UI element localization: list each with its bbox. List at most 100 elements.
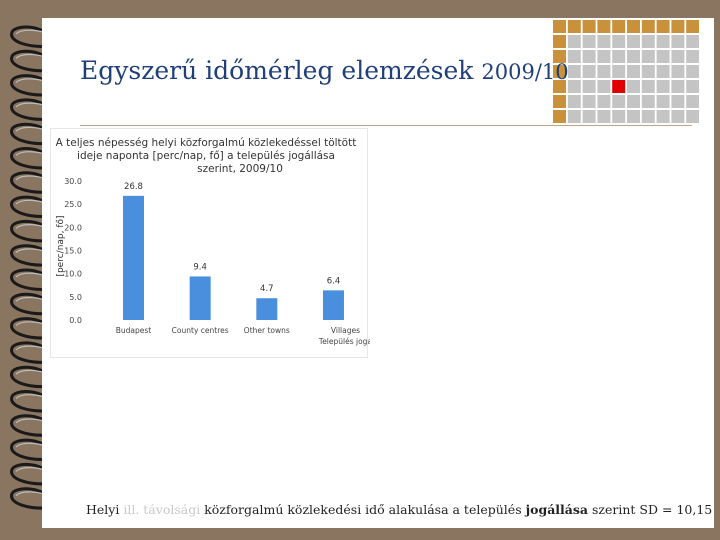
grid-cell bbox=[597, 95, 611, 108]
decorative-grid bbox=[553, 20, 699, 123]
grid-cell bbox=[641, 65, 655, 78]
grid-cell bbox=[582, 20, 596, 33]
y-tick-label: 30.0 bbox=[64, 177, 82, 186]
grid-cell bbox=[612, 50, 626, 63]
grid-cell bbox=[553, 80, 566, 93]
grid-cell bbox=[567, 110, 581, 123]
grid-cell bbox=[686, 110, 699, 123]
grid-cell bbox=[671, 50, 685, 63]
grid-cell bbox=[597, 65, 611, 78]
y-tick-label: 10.0 bbox=[64, 270, 82, 279]
data-label: 26.8 bbox=[124, 182, 143, 192]
grid-cell bbox=[597, 35, 611, 48]
grid-cell bbox=[567, 65, 581, 78]
grid-cell bbox=[641, 95, 655, 108]
grid-cell bbox=[671, 80, 685, 93]
grid-cell bbox=[641, 80, 655, 93]
grid-cell bbox=[582, 35, 596, 48]
grid-cell bbox=[686, 95, 699, 108]
caption-part-4: jogállása bbox=[525, 502, 589, 517]
grid-cell bbox=[627, 95, 640, 108]
grid-cell bbox=[686, 35, 699, 48]
grid-cell bbox=[656, 35, 670, 48]
y-axis-label: [perc/nap, fő] bbox=[56, 215, 66, 276]
data-label: 9.4 bbox=[193, 262, 207, 272]
caption-part-3: közforgalmú közlekedési idő alakulása a … bbox=[204, 502, 522, 517]
grid-cell bbox=[686, 80, 699, 93]
bar bbox=[322, 290, 344, 320]
grid-cell bbox=[656, 20, 670, 33]
title-text: Egyszerű időmérleg elemzések bbox=[80, 56, 474, 85]
grid-cell bbox=[597, 80, 611, 93]
grid-cell bbox=[671, 110, 685, 123]
bar-chart: A teljes népesség helyi közforgalmú közl… bbox=[50, 128, 370, 358]
grid-cell bbox=[597, 110, 611, 123]
grid-cell bbox=[612, 20, 626, 33]
y-tick-label: 25.0 bbox=[64, 200, 82, 209]
x-tick-label: Budapest bbox=[116, 326, 152, 335]
y-tick-label: 0.0 bbox=[69, 316, 82, 325]
grid-cell bbox=[553, 50, 566, 63]
slide-caption: Helyi ill. távolsági közforgalmú közleke… bbox=[86, 502, 712, 517]
grid-cell bbox=[567, 35, 581, 48]
data-label: 4.7 bbox=[260, 284, 274, 294]
grid-cell bbox=[553, 20, 566, 33]
grid-cell bbox=[553, 35, 566, 48]
grid-cell bbox=[567, 50, 581, 63]
grid-cell bbox=[612, 95, 626, 108]
caption-part-1: Helyi bbox=[86, 502, 120, 517]
grid-cell bbox=[597, 20, 611, 33]
grid-cell bbox=[627, 65, 640, 78]
grid-cell bbox=[553, 95, 566, 108]
grid-cell bbox=[656, 110, 670, 123]
grid-cell bbox=[567, 20, 581, 33]
grid-cell bbox=[641, 50, 655, 63]
grid-cell bbox=[656, 65, 670, 78]
page-title: Egyszerű időmérleg elemzések 2009/10 bbox=[80, 56, 569, 85]
grid-cell bbox=[656, 50, 670, 63]
grid-cell bbox=[627, 110, 640, 123]
grid-cell bbox=[612, 110, 626, 123]
grid-cell bbox=[553, 110, 566, 123]
y-tick-label: 15.0 bbox=[64, 247, 82, 256]
chart-title: A teljes népesség helyi közforgalmú közl… bbox=[56, 137, 357, 175]
grid-cell bbox=[612, 35, 626, 48]
grid-cell bbox=[582, 80, 596, 93]
grid-cell bbox=[612, 65, 626, 78]
title-divider bbox=[80, 125, 692, 126]
grid-cell bbox=[597, 50, 611, 63]
grid-cell bbox=[656, 80, 670, 93]
caption-part-2: ill. távolsági bbox=[123, 502, 201, 517]
grid-cell bbox=[671, 20, 685, 33]
x-tick-label: Other towns bbox=[244, 326, 290, 335]
grid-cell bbox=[686, 20, 699, 33]
x-tick-label: Villages Település joga bbox=[318, 326, 370, 346]
grid-cell bbox=[686, 50, 699, 63]
grid-cell bbox=[582, 95, 596, 108]
grid-cell bbox=[582, 50, 596, 63]
x-tick-label: County centres bbox=[172, 326, 229, 335]
caption-part-5: szerint SD = 10,15 bbox=[592, 502, 713, 517]
y-tick-label: 20.0 bbox=[64, 223, 82, 232]
grid-cell bbox=[567, 95, 581, 108]
grid-cell bbox=[567, 80, 581, 93]
grid-cell bbox=[612, 80, 626, 93]
grid-cell bbox=[627, 20, 640, 33]
grid-cell bbox=[671, 65, 685, 78]
grid-cell bbox=[553, 65, 566, 78]
grid-cell bbox=[656, 95, 670, 108]
grid-cell bbox=[582, 65, 596, 78]
grid-cell bbox=[627, 50, 640, 63]
bar bbox=[189, 276, 211, 320]
grid-cell bbox=[627, 80, 640, 93]
grid-cell bbox=[627, 35, 640, 48]
grid-cell bbox=[641, 20, 655, 33]
bar bbox=[256, 298, 278, 320]
grid-cell bbox=[671, 35, 685, 48]
data-label: 6.4 bbox=[327, 276, 341, 286]
bar bbox=[123, 195, 144, 320]
grid-cell bbox=[641, 35, 655, 48]
grid-cell bbox=[671, 95, 685, 108]
grid-cell bbox=[686, 65, 699, 78]
title-year: 2009/10 bbox=[481, 60, 569, 84]
